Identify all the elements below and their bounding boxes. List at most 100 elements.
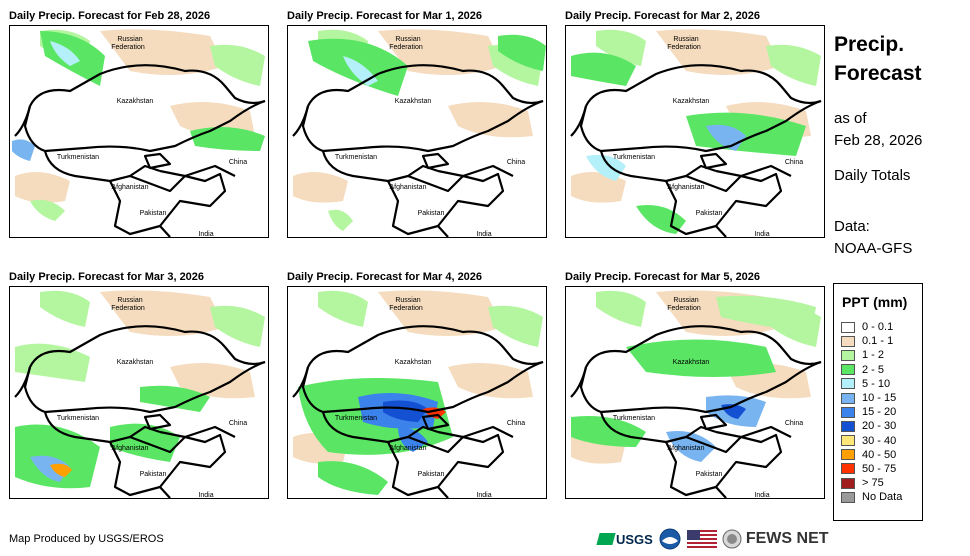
map-label-india: India xyxy=(754,231,770,238)
legend-label: 1 - 2 xyxy=(862,349,885,362)
map-frame: Russian Federation Kazakhstan Turkmenistan A… xyxy=(287,25,547,238)
precip-area xyxy=(50,41,80,66)
map-label-pakistan: Pakistan xyxy=(139,210,167,217)
legend-label: 5 - 10 xyxy=(862,377,891,390)
map-label-turkmenistan: Turkmenistan xyxy=(612,415,656,422)
map-label-pakistan: Pakistan xyxy=(695,471,723,478)
map-label-afghanistan: Afghanistan xyxy=(389,184,427,191)
panel-title: Daily Precip. Forecast for Mar 2, 2026 xyxy=(565,10,761,22)
map-frame: Russian Federation Kazakhstan Turkmenistan A… xyxy=(287,286,547,499)
forecast-title-line1: Precip. xyxy=(834,33,905,56)
legend-label: 50 - 75 xyxy=(862,462,897,475)
country-border xyxy=(407,172,505,237)
map-frame: Russian Federation Kazakhstan Turkmenistan A… xyxy=(565,25,825,238)
usgs-mark-icon xyxy=(596,533,616,545)
map-label-china: China xyxy=(784,159,804,166)
country-border xyxy=(29,325,266,368)
map-svg xyxy=(570,290,822,498)
map-label-china: China xyxy=(506,159,526,166)
map-svg xyxy=(14,290,266,498)
legend-swatch xyxy=(841,449,855,461)
panel-title: Daily Precip. Forecast for Mar 5, 2026 xyxy=(565,271,761,283)
country-border xyxy=(437,425,514,439)
map-svg xyxy=(12,29,266,237)
noaa-logo-icon xyxy=(659,528,681,550)
legend-title: PPT (mm) xyxy=(842,294,908,310)
precip-area xyxy=(30,455,70,482)
map-frame: Russian Federation Kazakhstan Turkmenistan A… xyxy=(9,286,269,499)
usgs-logo-text: USGS xyxy=(616,531,653,547)
map-label-pakistan: Pakistan xyxy=(417,471,445,478)
precip-area xyxy=(190,127,265,151)
precip-area xyxy=(318,290,368,327)
country-border xyxy=(143,152,172,170)
legend-swatch xyxy=(841,435,855,447)
precip-area xyxy=(488,305,543,347)
as-of-label: as of xyxy=(834,110,867,127)
map-frame: Russian Federation Kazakhstan Turkmenistan A… xyxy=(565,286,825,499)
country-border xyxy=(407,433,505,498)
map-label-afghanistan: Afghanistan xyxy=(111,184,149,191)
precip-area xyxy=(15,172,70,203)
country-border xyxy=(585,325,822,368)
country-border xyxy=(665,441,717,497)
legend-item: 30 - 40 xyxy=(841,434,902,448)
map-label-india: India xyxy=(476,492,492,499)
country-border xyxy=(307,64,544,107)
precip-area xyxy=(498,34,546,71)
map-label-russia-line1: Russian xyxy=(673,297,699,304)
precip-area xyxy=(378,290,503,336)
precip-area xyxy=(140,385,210,412)
map-label-kazakhstan: Kazakhstan xyxy=(394,98,432,105)
legend-item: 10 - 15 xyxy=(841,391,902,405)
data-source-value: NOAA-GFS xyxy=(834,240,913,257)
legend-swatch xyxy=(841,491,855,503)
map-label-china: China xyxy=(228,420,248,427)
precip-area xyxy=(100,290,225,336)
panel-title: Daily Precip. Forecast for Mar 3, 2026 xyxy=(9,271,205,283)
map-label-kazakhstan: Kazakhstan xyxy=(394,359,432,366)
map-label-kazakhstan: Kazakhstan xyxy=(672,98,710,105)
map-label-afghanistan: Afghanistan xyxy=(667,184,705,191)
country-border xyxy=(29,64,266,107)
country-border xyxy=(109,180,161,236)
country-border xyxy=(23,360,266,414)
legend-item: 0 - 0.1 xyxy=(841,320,902,334)
map-label-russia-line2: Federation xyxy=(111,44,145,51)
map-label-india: India xyxy=(476,231,492,238)
precip-area xyxy=(383,400,428,422)
map-frame: Russian Federation Kazakhstan Turkmenistan A… xyxy=(9,25,269,238)
legend-label: 20 - 30 xyxy=(862,420,897,433)
country-border xyxy=(421,413,450,431)
legend-item: No Data xyxy=(841,490,902,504)
country-border xyxy=(715,164,792,178)
precip-area xyxy=(15,343,90,382)
legend-item: 40 - 50 xyxy=(841,448,902,462)
map-label-russia-line1: Russian xyxy=(395,36,421,43)
precip-area xyxy=(448,363,533,399)
legend-item: 5 - 10 xyxy=(841,377,902,391)
country-border xyxy=(23,99,266,153)
legend-label: 0 - 0.1 xyxy=(862,321,894,334)
country-border xyxy=(599,411,717,444)
fews-net-logo: FEWS NET xyxy=(745,530,829,547)
country-border xyxy=(129,433,227,498)
map-label-kazakhstan: Kazakhstan xyxy=(116,98,154,105)
legend-swatch xyxy=(841,349,855,361)
map-label-russia-line1: Russian xyxy=(673,36,699,43)
as-of-date: as of Feb 28, 2026 xyxy=(834,108,922,152)
legend-swatch xyxy=(841,463,855,475)
map-label-turkmenistan: Turkmenistan xyxy=(612,154,656,161)
legend-item: 0.1 - 1 xyxy=(841,334,902,348)
map-label-turkmenistan: Turkmenistan xyxy=(334,154,378,161)
legend-label: > 75 xyxy=(862,477,884,490)
map-label-china: China xyxy=(228,159,248,166)
country-border xyxy=(321,150,439,183)
map-label-kazakhstan: Kazakhstan xyxy=(116,359,154,366)
legend-label: 2 - 5 xyxy=(862,363,885,376)
panel-title: Daily Precip. Forecast for Feb 28, 2026 xyxy=(9,10,211,22)
country-border xyxy=(685,172,783,237)
country-border xyxy=(292,105,310,137)
country-border xyxy=(579,99,822,153)
